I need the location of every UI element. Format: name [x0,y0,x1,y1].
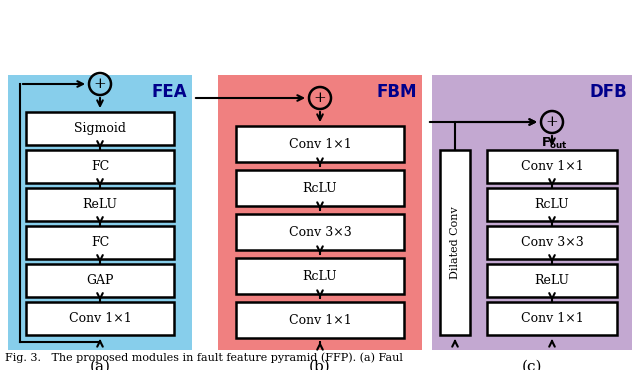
Text: DFB: DFB [589,83,627,101]
Bar [236,214,404,250]
Bar [487,188,617,221]
Text: ReLU: ReLU [83,198,118,211]
Text: Conv 1×1: Conv 1×1 [68,312,131,325]
Text: FC: FC [91,236,109,249]
Text: Dilated Conv: Dilated Conv [450,206,460,279]
Text: (a): (a) [90,360,111,370]
Bar [26,188,173,221]
Bar [236,302,404,338]
Text: FBM: FBM [376,83,417,101]
Text: Conv 1×1: Conv 1×1 [520,160,584,173]
Text: Conv 1×1: Conv 1×1 [289,313,351,326]
Bar [440,150,470,335]
Text: FEA: FEA [152,83,187,101]
Bar [218,75,422,350]
Text: Conv 1×1: Conv 1×1 [520,312,584,325]
Bar [236,258,404,294]
Text: ReLU: ReLU [534,274,570,287]
Text: GAP: GAP [86,274,114,287]
Bar [487,302,617,335]
Text: Conv 1×1: Conv 1×1 [289,138,351,151]
Text: +: + [314,91,326,105]
Bar [26,264,173,297]
Text: +: + [93,77,106,91]
Text: RcLU: RcLU [303,182,337,195]
Bar [26,150,173,183]
Bar [432,75,632,350]
Bar [487,150,617,183]
Bar [26,112,173,145]
Bar [8,75,192,350]
Text: Fig. 3.   The proposed modules in fault feature pyramid (FFP). (a) Faul: Fig. 3. The proposed modules in fault fe… [5,353,403,363]
Text: FC: FC [91,160,109,173]
Bar [236,170,404,206]
Text: (c): (c) [522,360,542,370]
Text: +: + [546,115,558,129]
Text: Conv 3×3: Conv 3×3 [520,236,584,249]
Bar [26,302,173,335]
Text: Conv 3×3: Conv 3×3 [289,225,351,239]
Bar [236,126,404,162]
Text: RcLU: RcLU [303,269,337,283]
Bar [487,226,617,259]
Bar [26,226,173,259]
Bar [487,264,617,297]
Text: (b): (b) [309,360,331,370]
Text: RcLU: RcLU [534,198,570,211]
Text: $\mathbf{F}_{\mathbf{out}}$: $\mathbf{F}_{\mathbf{out}}$ [541,136,568,151]
Text: Sigmoid: Sigmoid [74,122,126,135]
